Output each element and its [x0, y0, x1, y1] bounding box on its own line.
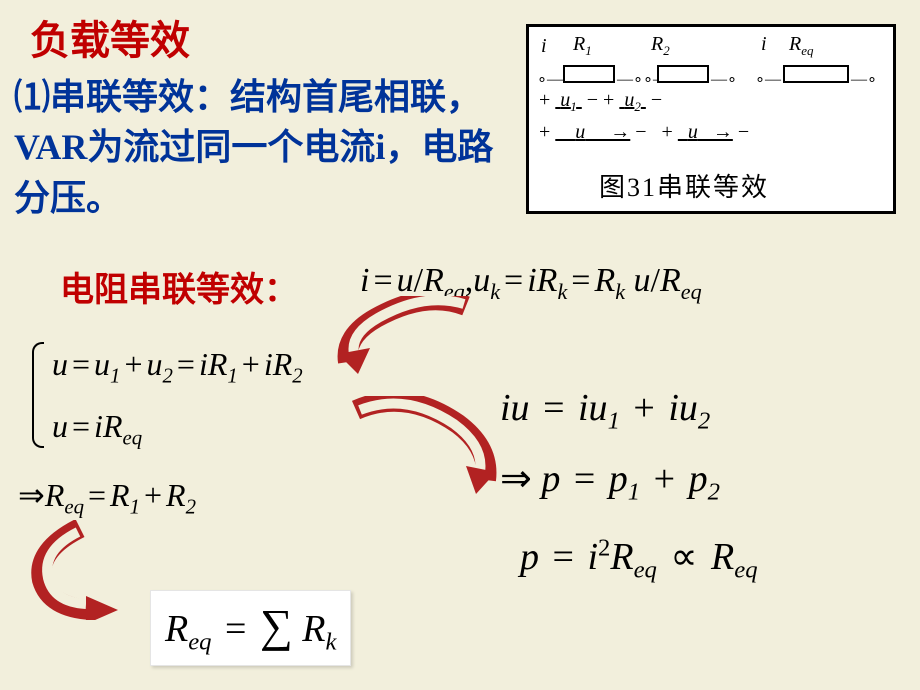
polarity-row-2: + u → − + u → −: [539, 121, 749, 144]
resistor-2: [657, 65, 709, 83]
circuit-diagram: i R1 R2 i Req ∘— —∘∘— —∘ ∘— —∘ + u1 − + …: [526, 24, 896, 214]
subtitle-text: 电阻串联等效：: [60, 272, 298, 309]
diagram-caption: 图31串联等效: [599, 167, 769, 204]
i2-label: i: [761, 33, 767, 56]
main-title-text: 负载等效: [30, 18, 190, 63]
i1-label: i: [541, 35, 547, 58]
resistor-eq: [783, 65, 849, 83]
arrow-3: [30, 520, 190, 620]
section1-content: ⑴串联等效：结构首尾相联，VAR为流过同一个电流i，电路分压。: [14, 77, 493, 218]
eq-left-2: u=iReq: [52, 408, 142, 450]
polarity-row-1: + u1 − + u2 −: [539, 89, 662, 115]
arrow-2: [346, 396, 506, 496]
eq-left-1: u=u1+u2=iR1+iR2: [52, 346, 303, 388]
arrow-1: [336, 296, 476, 374]
subtitle: 电阻串联等效：: [60, 262, 298, 311]
eq-left-3: ⇒Req=R1+R2: [18, 476, 196, 519]
R1-label: R1: [573, 33, 592, 59]
Req-label: Req: [789, 33, 814, 59]
main-title: 负载等效: [30, 8, 190, 66]
eq-right-1: iu = iu1 + iu2: [500, 386, 710, 436]
resistor-1: [563, 65, 615, 83]
section1-text: ⑴串联等效：结构首尾相联，VAR为流过同一个电流i，电路分压。: [14, 72, 514, 223]
left-brace: [32, 342, 44, 448]
R2-label: R2: [651, 33, 670, 59]
eq-right-2: ⇒ p = p1 + p2: [500, 456, 720, 507]
eq-right-3: p = i2Req ∝ Req: [520, 534, 758, 585]
